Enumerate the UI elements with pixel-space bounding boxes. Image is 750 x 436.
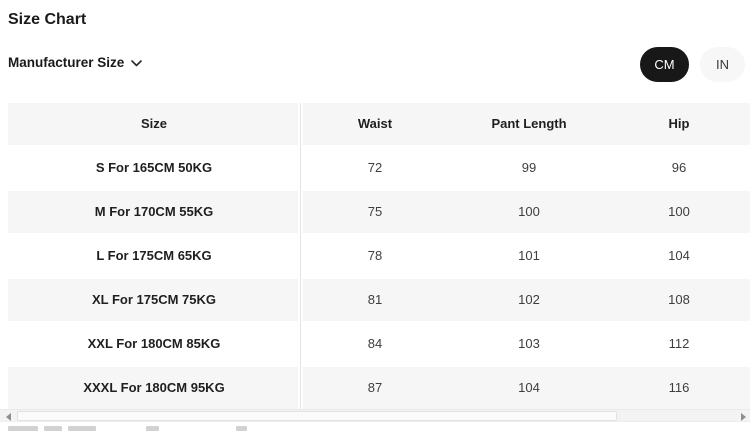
clipped-text-line <box>8 426 408 434</box>
table-row: S For 165CM 50KG 72 99 96 <box>8 147 750 189</box>
waist-cell: 75 <box>367 204 383 219</box>
scroll-left-arrow-icon[interactable] <box>6 413 11 421</box>
hip-cell: 108 <box>668 292 690 307</box>
size-cell: L For 175CM 65KG <box>96 248 212 263</box>
hip-cell: 116 <box>668 380 690 395</box>
pant-length-cell: 103 <box>518 336 540 351</box>
waist-cell: 84 <box>367 336 383 351</box>
page-title: Size Chart <box>8 11 87 28</box>
size-cell: M For 170CM 55KG <box>94 204 214 219</box>
column-header-pant-length: Pant Length <box>491 116 567 131</box>
column-header-hip: Hip <box>668 116 690 131</box>
scrollbar-thumb[interactable] <box>17 411 617 421</box>
unit-toggle: CM IN <box>640 47 745 82</box>
hip-cell: 96 <box>671 160 687 175</box>
pant-length-cell: 100 <box>518 204 540 219</box>
size-cell: XXL For 180CM 85KG <box>87 336 221 351</box>
hip-cell: 100 <box>668 204 690 219</box>
hip-cell: 112 <box>668 336 690 351</box>
table-row: XXL For 180CM 85KG 84 103 112 <box>8 323 750 365</box>
cm-button[interactable]: CM <box>640 47 689 82</box>
waist-cell: 81 <box>367 292 383 307</box>
size-cell: XXXL For 180CM 95KG <box>83 380 225 395</box>
waist-cell: 78 <box>367 248 383 263</box>
table-header-row: Size Waist Pant Length Hip <box>8 103 750 145</box>
pant-length-cell: 104 <box>518 380 540 395</box>
pant-length-cell: 101 <box>518 248 540 263</box>
pant-length-cell: 102 <box>518 292 540 307</box>
table-row: XXXL For 180CM 95KG 87 104 116 <box>8 367 750 409</box>
table-row: XL For 175CM 75KG 81 102 108 <box>8 279 750 321</box>
column-header-size: Size <box>140 116 167 131</box>
chevron-down-icon <box>131 58 143 67</box>
size-cell: S For 165CM 50KG <box>95 160 213 175</box>
scroll-right-arrow-icon[interactable] <box>741 413 746 421</box>
size-cell: XL For 175CM 75KG <box>91 292 217 307</box>
size-chart-table: Size Waist Pant Length Hip S For 165CM 5… <box>8 103 750 411</box>
manufacturer-size-dropdown[interactable]: Manufacturer Size <box>8 55 143 70</box>
in-button[interactable]: IN <box>700 47 745 82</box>
column-header-waist: Waist <box>357 116 393 131</box>
waist-cell: 72 <box>367 160 383 175</box>
table-row: M For 170CM 55KG 75 100 100 <box>8 191 750 233</box>
waist-cell: 87 <box>367 380 383 395</box>
pant-length-cell: 99 <box>521 160 537 175</box>
manufacturer-size-label: Manufacturer Size <box>8 55 125 70</box>
column-divider <box>298 103 303 409</box>
horizontal-scrollbar[interactable] <box>0 409 750 422</box>
table-row: L For 175CM 65KG 78 101 104 <box>8 235 750 277</box>
hip-cell: 104 <box>668 248 690 263</box>
